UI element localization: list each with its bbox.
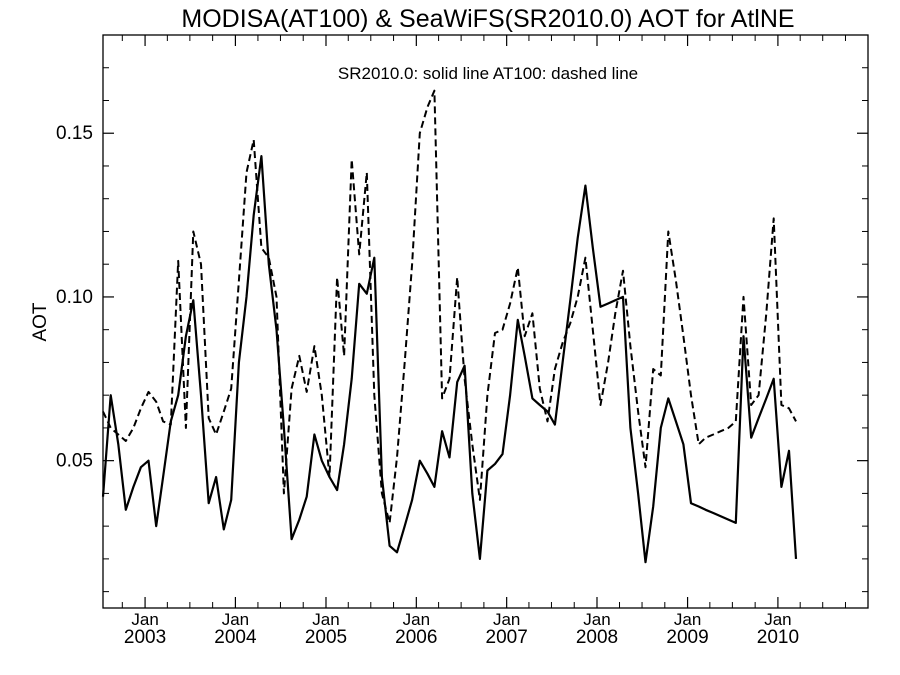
series-line-at100 (102, 89, 797, 524)
x-tick-month-label: Jan (131, 610, 158, 629)
plot-frame (102, 34, 869, 609)
x-tick-month-label: Jan (222, 610, 249, 629)
x-tick-month-label: Jan (493, 610, 520, 629)
x-tick-year-label: 2005 (305, 627, 347, 648)
chart-legend: SR2010.0: solid line AT100: dashed line (338, 64, 638, 83)
x-tick-year-label: 2008 (576, 627, 618, 648)
x-tick-month-label: Jan (674, 610, 701, 629)
x-tick-month-label: Jan (312, 610, 339, 629)
y-tick-label: 0.15 (56, 123, 93, 144)
x-tick-year-label: 2003 (124, 627, 166, 648)
series-group (101, 89, 798, 564)
x-tick-year-label: 2006 (395, 627, 437, 648)
x-tick-month-label: Jan (583, 610, 610, 629)
x-tick-month-label: Jan (764, 610, 791, 629)
y-tick-label: 0.05 (56, 451, 93, 472)
series-line-sr2010-0 (101, 155, 798, 564)
axis-ticks: 0.050.100.15Jan2003Jan2004Jan2005Jan2006… (56, 35, 868, 648)
x-tick-month-label: Jan (403, 610, 430, 629)
x-tick-year-label: 2007 (486, 627, 528, 648)
x-tick-year-label: 2004 (214, 627, 257, 648)
x-tick-year-label: 2010 (757, 627, 799, 648)
y-tick-label: 0.10 (56, 287, 93, 308)
chart-title: MODISA(AT100) & SeaWiFS(SR2010.0) AOT fo… (181, 5, 794, 33)
x-tick-year-label: 2009 (666, 627, 708, 648)
y-axis-label: AOT (30, 302, 51, 341)
